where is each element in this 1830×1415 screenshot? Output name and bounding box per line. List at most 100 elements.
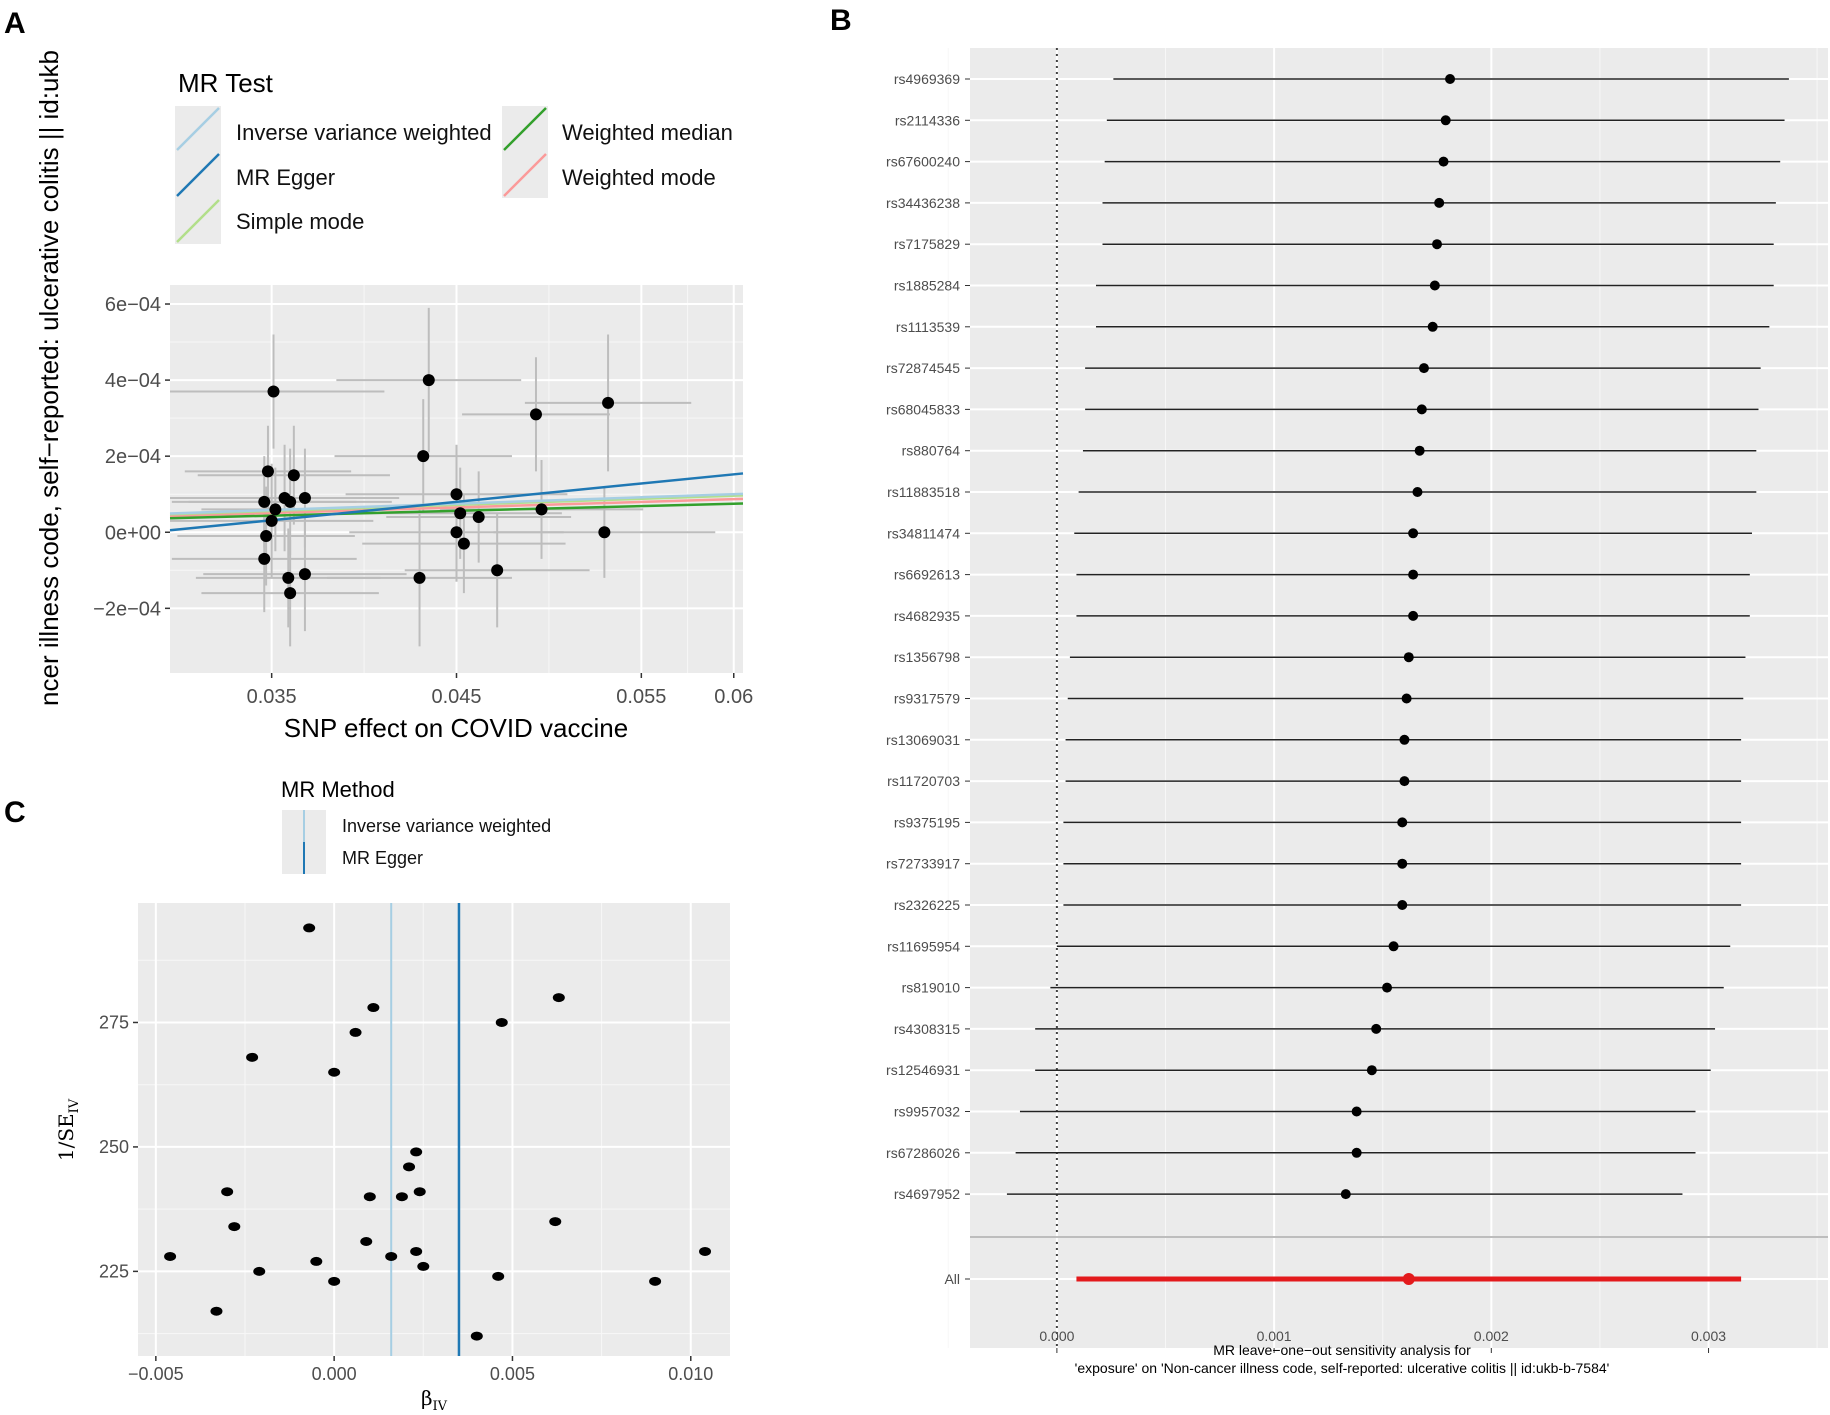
panel-c-y-axis-title-sub: IV (67, 1098, 82, 1113)
regression-line-weighted-mode (169, 497, 744, 518)
snp-label: rs1885284 (894, 278, 960, 294)
point-estimate (1408, 569, 1419, 580)
point-estimate (1416, 404, 1427, 415)
snp-label: rs9317579 (894, 691, 960, 707)
snp-point (470, 1331, 483, 1341)
snp-label: rs7175829 (894, 236, 960, 252)
snp-point (210, 1306, 223, 1316)
legend-key-ivw (176, 107, 220, 151)
snp-label: rs12546931 (886, 1062, 960, 1078)
snp-point (403, 1162, 416, 1172)
point-estimate (1351, 1147, 1362, 1158)
snp-label: rs2114336 (895, 112, 960, 128)
snp-label: rs67286026 (886, 1145, 960, 1161)
point-estimate (1418, 363, 1429, 374)
snp-label: rs880764 (902, 443, 961, 459)
point-estimate (1397, 900, 1408, 910)
legend-label-simple-mode: Simple mode (236, 209, 364, 234)
panel-b-x-axis-title-line2: 'exposure' on 'Non-cancer illness code, … (1075, 1360, 1610, 1376)
point-estimate (1440, 115, 1451, 126)
overall-label: All (944, 1271, 960, 1287)
snp-point (303, 923, 316, 933)
x-tick-label: 0.035 (247, 686, 297, 708)
snp-point (258, 552, 271, 565)
point-estimate (1414, 445, 1425, 456)
point-estimate (1408, 610, 1419, 621)
legend-key-simple-mode (176, 199, 220, 243)
snp-label: rs67600240 (886, 154, 960, 170)
panel-c-x-axis-title-main: β (421, 1386, 433, 1410)
point-estimate (1399, 734, 1410, 745)
snp-point (410, 1147, 423, 1157)
point-estimate (1401, 693, 1412, 704)
snp-label: rs11720703 (887, 773, 960, 789)
snp-label: rs34811474 (887, 525, 960, 541)
legend-key-mr-egger (176, 153, 220, 197)
y-tick-label: −2e−04 (93, 598, 161, 620)
snp-label: rs68045833 (886, 401, 960, 417)
snp-point (535, 503, 548, 516)
snp-label: rs4969369 (894, 71, 960, 87)
point-estimate (1403, 652, 1414, 663)
snp-point (602, 396, 615, 409)
snp-point (261, 465, 274, 478)
snp-point (598, 526, 611, 539)
point-estimate (1412, 487, 1423, 497)
snp-label: rs34436238 (886, 195, 960, 211)
snp-label: rs72874545 (886, 360, 960, 376)
snp-point (413, 1187, 426, 1197)
snp-point (417, 450, 430, 463)
snp-point (258, 495, 271, 508)
x-tick-label: 0.000 (312, 1364, 357, 1384)
panel-a-legend: MR Test Inverse variance weighted MR Egg… (175, 68, 733, 244)
panel-c-y-axis-title: 1/SEIV (54, 1098, 82, 1161)
snp-point (422, 374, 435, 387)
panel-a-y-axis-title: ncer illness code, self−reported: ulcera… (34, 50, 64, 706)
panel-c-y-axis-title-main: 1/SE (54, 1113, 78, 1161)
snp-point (269, 503, 282, 516)
snp-point (310, 1256, 323, 1266)
y-tick-label: 250 (99, 1137, 129, 1157)
snp-point (328, 1276, 341, 1286)
x-tick-label: 0.003 (1691, 1328, 1726, 1344)
snp-point (363, 1192, 376, 1202)
snp-point (413, 571, 426, 584)
panel-a-scatter-plot: 0.035 0.045 0.055 0.06 −2e−04 0e+00 2e−04 4e−04… (34, 50, 753, 743)
snp-point (492, 1271, 505, 1281)
x-tick-label: 0.002 (1474, 1328, 1509, 1344)
snp-point (450, 526, 463, 539)
snp-point (298, 492, 311, 505)
snp-point (260, 530, 273, 543)
snp-point (298, 568, 311, 581)
snp-point (417, 1261, 430, 1271)
x-tick-label: 0.045 (431, 686, 481, 708)
point-estimate (1397, 858, 1408, 869)
snp-point (495, 1017, 508, 1027)
point-estimate (1366, 1065, 1377, 1076)
snp-point (457, 537, 470, 550)
legend-label-mr-egger: MR Egger (236, 165, 335, 190)
point-estimate (1351, 1106, 1362, 1117)
snp-label: rs11695954 (887, 938, 960, 954)
point-estimate (1427, 321, 1438, 332)
point-estimate (1388, 941, 1399, 952)
legend-label-mr-egger-c: MR Egger (342, 848, 423, 868)
snp-point (265, 514, 278, 527)
snp-label: rs2326225 (894, 897, 960, 913)
snp-point (228, 1222, 241, 1232)
x-tick-label: 0.001 (1257, 1328, 1292, 1344)
panel-label-a: A (4, 7, 26, 40)
panel-b-forest-plot: rs4969369 rs2114336 rs67600240 rs34436238 rs… (886, 48, 1828, 1376)
regression-line-mr-egger (169, 472, 744, 532)
snp-point (649, 1276, 662, 1286)
x-tick-label: 0.005 (490, 1364, 535, 1384)
panel-a-x-axis-title: SNP effect on COVID vaccine (284, 713, 628, 743)
panel-c-x-axis-title-sub: IV (433, 1399, 448, 1414)
point-estimate (1399, 776, 1410, 787)
point-estimate (1340, 1189, 1351, 1200)
snp-point (221, 1187, 234, 1197)
snp-point (410, 1246, 423, 1256)
snp-point (699, 1246, 712, 1256)
point-estimate (1438, 156, 1449, 167)
